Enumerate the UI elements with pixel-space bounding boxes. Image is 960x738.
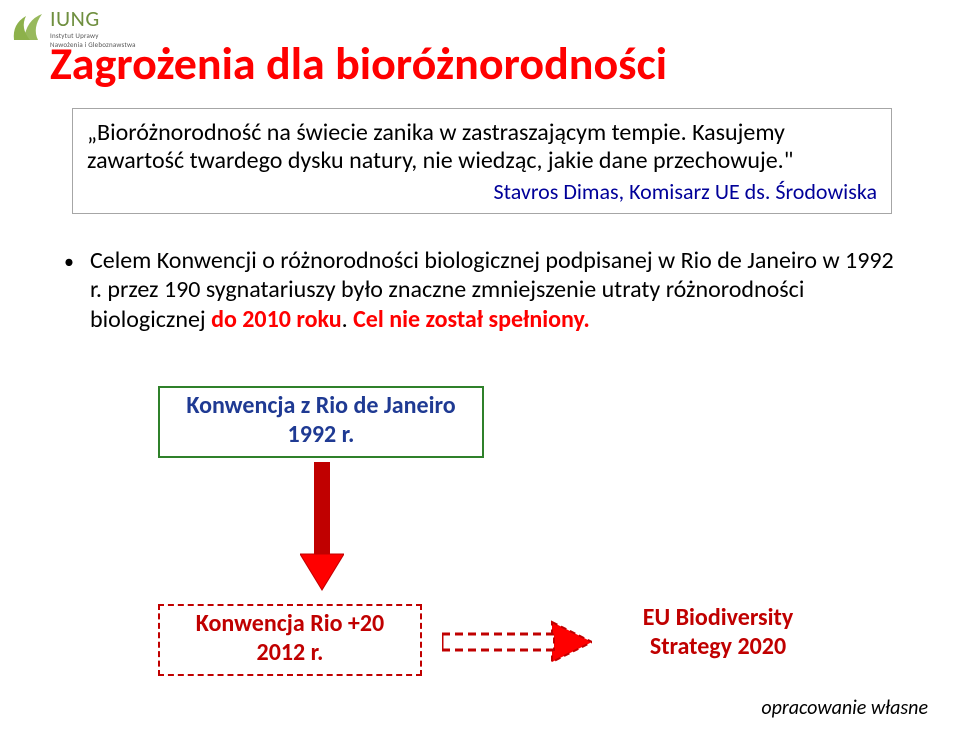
bullet-text: Celem Konwencji o różnorodności biologic… bbox=[90, 246, 904, 334]
page-title: Zagrożenia dla bioróżnorodności bbox=[50, 36, 667, 92]
bullet-item: • Celem Konwencji o różnorodności biolog… bbox=[64, 246, 904, 334]
bullet-part3: . bbox=[342, 305, 353, 334]
box-rio-1992-line1: Konwencja z Rio de Janeiro bbox=[168, 392, 474, 421]
quote-attribution: Stavros Dimas, Komisarz UE ds. Środowisk… bbox=[87, 178, 877, 205]
arrow-right-icon bbox=[442, 620, 592, 669]
bullet-red-1: do 2010 roku bbox=[211, 305, 342, 334]
logo-swoosh-icon bbox=[10, 10, 46, 46]
bullet-marker: • bbox=[64, 250, 74, 334]
box-eu-line2: Strategy 2020 bbox=[616, 633, 820, 662]
box-rio-1992-line2: 1992 r. bbox=[168, 421, 474, 450]
bullet-red-2: Cel nie został spełniony. bbox=[353, 305, 590, 334]
box-eu-line1: EU Biodiversity bbox=[616, 604, 820, 633]
box-rio-plus20-line2: 2012 r. bbox=[168, 639, 412, 668]
logo-brand: IUNG bbox=[50, 8, 136, 30]
arrow-down-icon bbox=[300, 462, 344, 597]
box-rio-plus20: Konwencja Rio +20 2012 r. bbox=[158, 604, 422, 676]
quote-box: „Bioróżnorodność na świecie zanika w zas… bbox=[72, 108, 892, 214]
box-eu-strategy: EU Biodiversity Strategy 2020 bbox=[608, 600, 828, 668]
quote-text: „Bioróżnorodność na świecie zanika w zas… bbox=[87, 119, 877, 176]
box-rio-1992: Konwencja z Rio de Janeiro 1992 r. bbox=[158, 386, 484, 458]
box-rio-plus20-line1: Konwencja Rio +20 bbox=[168, 610, 412, 639]
footer-note: opracowanie własne bbox=[761, 696, 928, 720]
